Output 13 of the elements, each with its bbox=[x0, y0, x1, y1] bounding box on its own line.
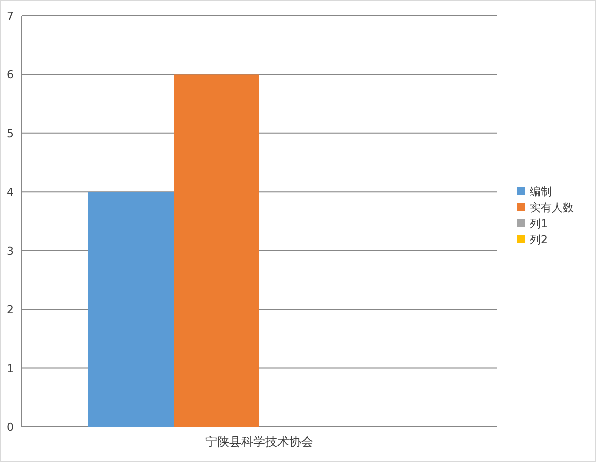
y-tick-label: 0 bbox=[7, 421, 14, 434]
legend-label: 编制 bbox=[530, 186, 552, 198]
y-tick-label: 3 bbox=[7, 244, 14, 258]
y-tick-label: 6 bbox=[7, 68, 14, 82]
x-tick-label: 宁陕县科学技术协会 bbox=[206, 435, 314, 449]
y-tick-label: 7 bbox=[7, 10, 14, 23]
y-tick-label: 2 bbox=[7, 304, 14, 317]
legend-label: 实有人数 bbox=[530, 202, 574, 214]
y-tick-label: 4 bbox=[7, 186, 14, 200]
y-tick-label: 5 bbox=[7, 127, 14, 140]
y-tick-label: 1 bbox=[7, 362, 14, 376]
legend-label: 列2 bbox=[530, 234, 548, 246]
legend-label: 列1 bbox=[530, 218, 548, 230]
